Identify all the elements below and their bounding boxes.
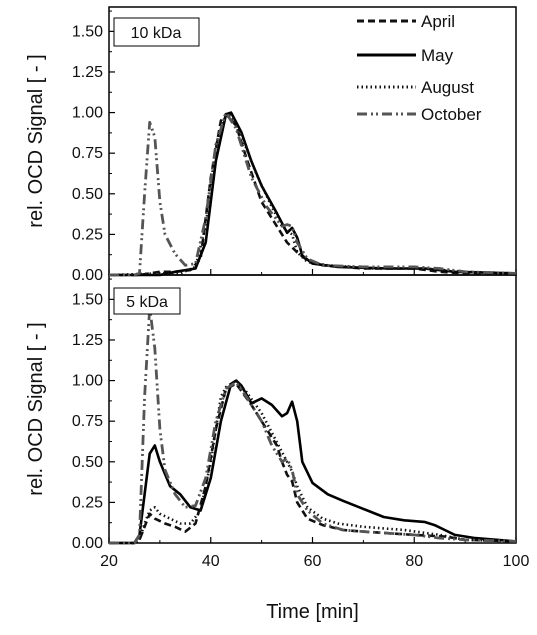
series-line-may-5kda bbox=[109, 379, 517, 545]
legend: April May August October bbox=[357, 12, 482, 124]
panel-label-top-box bbox=[113, 17, 200, 47]
y-tick-label: 0.25 bbox=[72, 494, 103, 511]
legend-label-august: August bbox=[421, 78, 474, 97]
x-tick-label: 60 bbox=[304, 553, 322, 570]
panel-top-frame bbox=[108, 6, 517, 276]
y-tick-label: 0.25 bbox=[72, 226, 103, 243]
x-tick-label: 100 bbox=[503, 553, 530, 570]
y-tick-label: 1.50 bbox=[72, 291, 103, 308]
y-tick-label: 1.00 bbox=[72, 373, 103, 390]
y-axis-title-top: rel. OCD Signal [ - ] bbox=[25, 54, 47, 227]
series-line-august-5kda bbox=[109, 379, 517, 545]
legend-label-april: April bbox=[421, 12, 455, 31]
panel-bottom-frame bbox=[108, 274, 517, 544]
series-line-april-5kda bbox=[109, 382, 517, 545]
y-tick-label: 1.25 bbox=[72, 64, 103, 81]
y-tick-label: 0.50 bbox=[72, 454, 103, 471]
y-tick-label: 0.75 bbox=[72, 413, 103, 430]
y-tick-label: 0.00 bbox=[72, 535, 103, 552]
y-tick-label: 1.50 bbox=[72, 23, 103, 40]
y-tick-label: 1.25 bbox=[72, 332, 103, 349]
series-line-october-5kda bbox=[109, 306, 517, 545]
series-lines-bottom bbox=[109, 306, 517, 545]
axis-ticks: 0.00 0.25 0.50 0.75 1.00 1.25 1.50 0.00 0.25 0.50… bbox=[72, 10, 530, 570]
panel-label-bottom-box bbox=[113, 287, 181, 315]
series-line-april-10kda bbox=[109, 112, 516, 277]
y-tick-label: 0.75 bbox=[72, 145, 103, 162]
panel-label-bottom-text: 5 kDa bbox=[126, 294, 168, 311]
legend-label-may: May bbox=[421, 46, 454, 65]
panel-label-top-text: 10 kDa bbox=[131, 25, 182, 42]
panel-label-bottom: 5 kDa bbox=[113, 287, 181, 315]
x-tick-label: 40 bbox=[202, 553, 220, 570]
y-axis-title-bottom: rel. OCD Signal [ - ] bbox=[25, 322, 47, 495]
series-line-may-10kda bbox=[109, 111, 517, 277]
x-tick-label: 80 bbox=[405, 553, 423, 570]
y-tick-label: 0.50 bbox=[72, 186, 103, 203]
series-lines-top bbox=[108, 111, 517, 277]
series-line-august-10kda bbox=[108, 112, 517, 277]
y-tick-label: 0.00 bbox=[72, 267, 103, 284]
y-tick-label: 1.00 bbox=[72, 105, 103, 122]
panel-label-top: 10 kDa bbox=[113, 17, 200, 47]
series-line-october-10kda bbox=[109, 111, 517, 277]
x-tick-label: 20 bbox=[100, 553, 118, 570]
legend-label-october: October bbox=[421, 105, 482, 124]
x-axis-title: Time [min] bbox=[266, 601, 359, 623]
